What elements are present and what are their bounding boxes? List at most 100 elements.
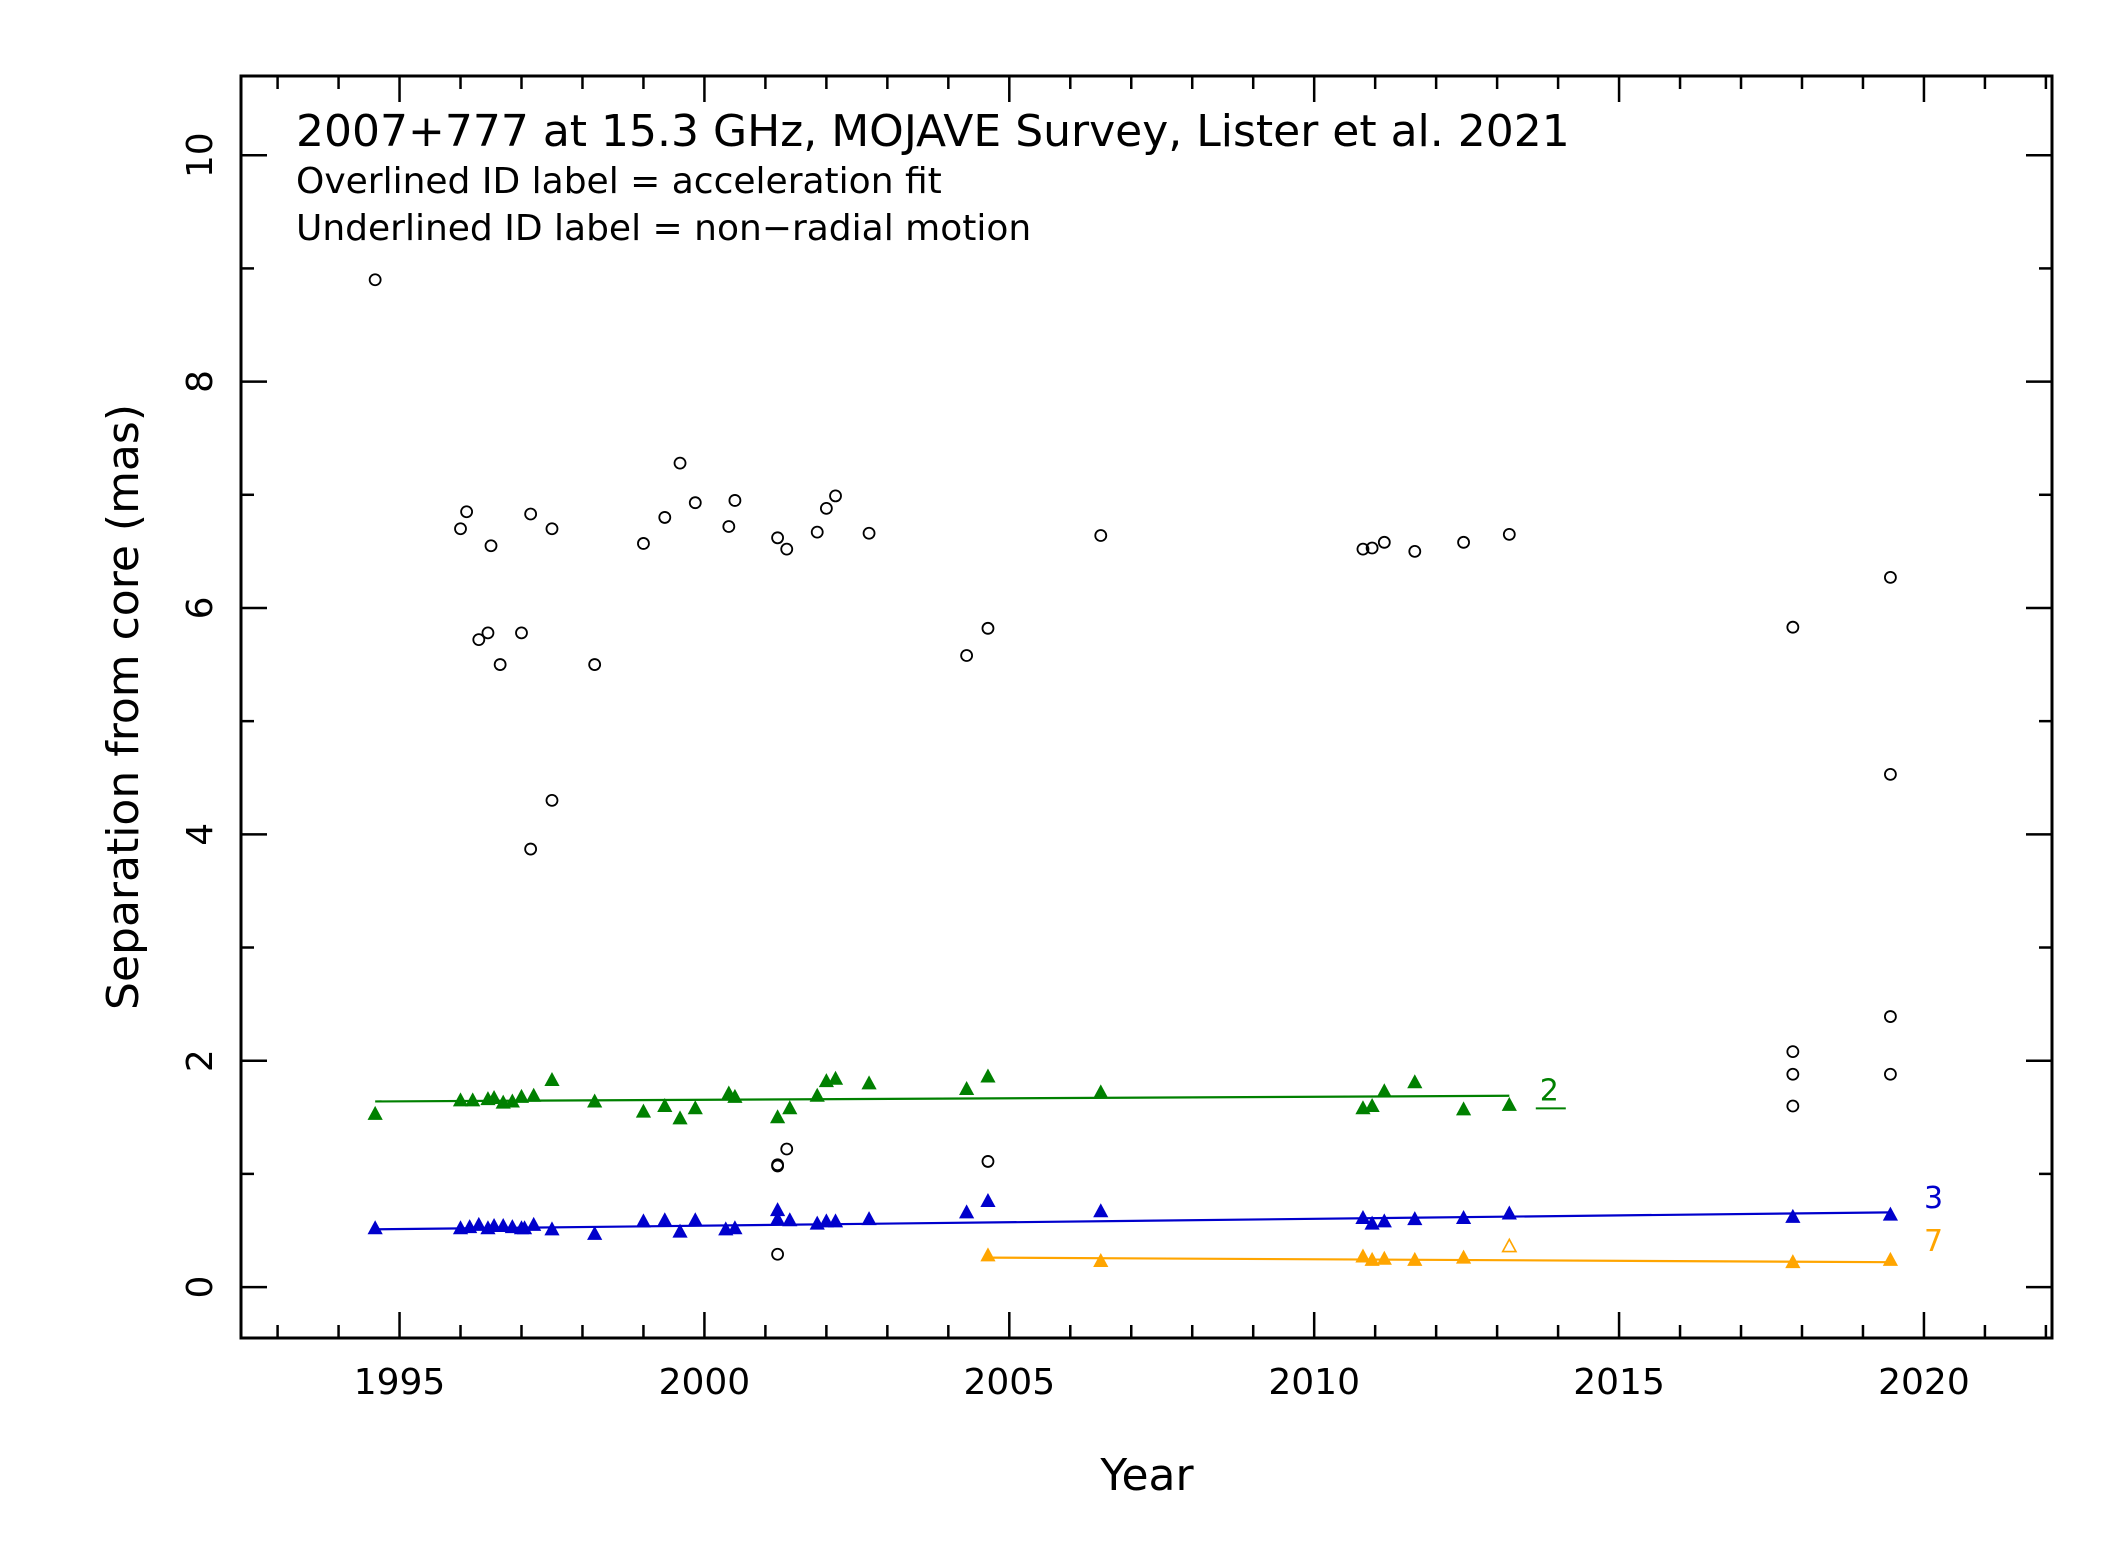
point-series-3 <box>861 1211 877 1226</box>
point-series-2 <box>587 1093 603 1108</box>
unassigned-point <box>524 507 538 521</box>
chart-title: 2007+777 at 15.3 GHz, MOJAVE Survey, Lis… <box>296 106 1570 157</box>
series-label-3: 3 <box>1924 1181 1943 1216</box>
note-underlined: Underlined ID label = non−radial motion <box>296 208 1031 249</box>
point-series-3 <box>672 1223 688 1238</box>
unassigned-point <box>722 520 736 533</box>
x-tick-label: 2005 <box>963 1362 1055 1403</box>
unassigned-point <box>454 522 467 536</box>
unassigned-point <box>493 658 507 671</box>
unassigned-point <box>771 1158 784 1172</box>
point-series-3 <box>1407 1211 1423 1226</box>
point-series-7 <box>1882 1251 1899 1266</box>
point-series-3 <box>1093 1203 1109 1218</box>
point-series-3 <box>769 1211 786 1226</box>
point-series-2 <box>486 1090 502 1105</box>
unassigned-point <box>780 1142 794 1156</box>
point-series-7 <box>980 1247 996 1262</box>
unassigned-point <box>1884 1010 1897 1023</box>
point-series-2 <box>1407 1074 1423 1089</box>
point-series-2 <box>827 1070 844 1085</box>
point-series-7 <box>1455 1249 1472 1264</box>
unassigned-point <box>481 626 495 640</box>
point-series-3 <box>1355 1210 1371 1225</box>
unassigned-point <box>810 525 824 539</box>
unassigned-point <box>1786 1045 1800 1059</box>
y-tick-label: 10 <box>180 132 221 178</box>
point-series-7 <box>1093 1253 1109 1268</box>
unassigned-point <box>960 649 974 662</box>
y-tick-label: 2 <box>180 1049 221 1072</box>
unassigned-point <box>673 456 687 470</box>
unassigned-point <box>1884 571 1897 584</box>
unassigned-point <box>545 522 559 536</box>
point-series-2 <box>809 1087 825 1102</box>
point-series-3 <box>769 1202 786 1217</box>
point-series-2 <box>1364 1097 1380 1112</box>
point-series-3 <box>727 1220 743 1235</box>
unassigned-point <box>862 526 876 540</box>
series-label-2: 2 <box>1540 1073 1559 1108</box>
point-series-2 <box>635 1103 652 1118</box>
y-tick-label: 0 <box>180 1276 221 1299</box>
unassigned-point <box>545 793 559 807</box>
unassigned-point <box>1408 544 1422 558</box>
point-series-7 <box>1785 1254 1801 1269</box>
point-series-7 <box>1407 1251 1423 1266</box>
y-axis-label: Separation from core (mas) <box>98 404 149 1010</box>
point-series-2 <box>526 1087 542 1102</box>
fit-line-7 <box>987 1256 1891 1264</box>
point-series-2 <box>1093 1084 1109 1099</box>
point-series-7 <box>1364 1251 1380 1266</box>
point-series-7 <box>1376 1250 1392 1265</box>
point-series-2 <box>465 1092 481 1107</box>
point-series-3 <box>504 1219 520 1234</box>
point-series-7 <box>1355 1248 1371 1263</box>
point-series-3 <box>959 1204 975 1219</box>
unassigned-point <box>484 539 498 553</box>
axis-ticks: 1995 2000 2005 2010 2015 2020 0 2 4 6 8 10 <box>180 76 2052 1403</box>
plot-frame <box>239 74 2054 1340</box>
unassigned-point <box>819 501 833 515</box>
note-overlined: Overlined ID label = acceleration fit <box>296 161 942 202</box>
series-labels: 2 3 7 <box>1535 1073 1943 1259</box>
point-series-2 <box>782 1100 798 1115</box>
point-series-3 <box>687 1212 703 1227</box>
series-label-7: 7 <box>1924 1224 1943 1259</box>
fit-lines <box>375 1094 1891 1264</box>
fit-line-2 <box>375 1094 1510 1103</box>
point-series-2 <box>672 1110 688 1125</box>
point-series-2 <box>1501 1096 1517 1111</box>
point-series-3 <box>1882 1206 1899 1221</box>
unassigned-point <box>1884 1067 1897 1081</box>
point-series-3 <box>1785 1208 1801 1223</box>
point-series-2 <box>769 1109 786 1124</box>
unassigned-point <box>981 621 995 635</box>
point-series-3 <box>1455 1210 1472 1225</box>
unassigned-point <box>1094 529 1108 542</box>
point-series-3 <box>526 1216 542 1231</box>
unassigned-point <box>981 1155 995 1168</box>
point-series-3 <box>1376 1213 1392 1228</box>
unassigned-point <box>1786 620 1800 634</box>
point-series-3 <box>657 1212 673 1227</box>
unassigned-point <box>771 1247 784 1261</box>
unassigned-point <box>524 842 538 856</box>
unassigned-point <box>1786 1099 1800 1113</box>
y-tick-label: 8 <box>180 370 221 393</box>
data-points <box>367 273 1899 1269</box>
point-series-3 <box>635 1213 652 1228</box>
point-series-2 <box>452 1092 469 1107</box>
y-tick-label: 6 <box>180 597 221 620</box>
point-series-2 <box>959 1080 975 1095</box>
unassigned-point <box>1457 535 1470 549</box>
point-series-3 <box>495 1217 511 1232</box>
point-series-3 <box>367 1220 383 1235</box>
unassigned-point <box>728 494 742 507</box>
x-tick-label: 2010 <box>1268 1362 1360 1403</box>
point-series-3 <box>471 1216 487 1231</box>
unassigned-point <box>1786 1067 1800 1081</box>
point-series-2 <box>687 1100 703 1115</box>
unassigned-point <box>472 633 486 647</box>
y-tick-label: 4 <box>180 823 221 846</box>
